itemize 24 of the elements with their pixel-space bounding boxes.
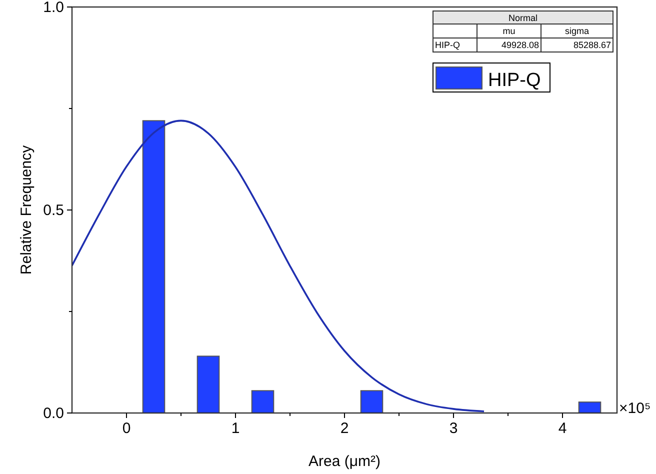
annotation: HIP-Q [435, 40, 460, 50]
annotation: Normal [508, 13, 538, 23]
y-tick-label: 1.0 [43, 0, 64, 16]
bar [360, 390, 384, 414]
legend-label: HIP-Q [488, 70, 541, 91]
text: ×10⁵ [619, 400, 651, 417]
y-tick-label: 0.5 [43, 202, 64, 219]
x-axis-title: Area (μm²) [308, 453, 380, 470]
x-tick-label: 0 [122, 420, 131, 437]
y-axis-title: Relative Frequency [18, 144, 35, 275]
annotation: 85288.67 [573, 40, 611, 50]
x-tick-label: 2 [340, 420, 349, 437]
bar [251, 390, 274, 414]
bar [196, 356, 220, 414]
x-tick-label: 3 [449, 420, 458, 437]
bar [578, 402, 602, 414]
y-tick-label: 0.0 [43, 405, 64, 422]
x-tick-label: 1 [231, 420, 240, 437]
line-series [72, 120, 485, 412]
bar [142, 120, 166, 414]
annotation: sigma [564, 26, 590, 36]
annotation: 49928.08 [501, 40, 539, 50]
x-tick-label: 4 [558, 420, 567, 437]
annotation: mu [502, 26, 516, 36]
